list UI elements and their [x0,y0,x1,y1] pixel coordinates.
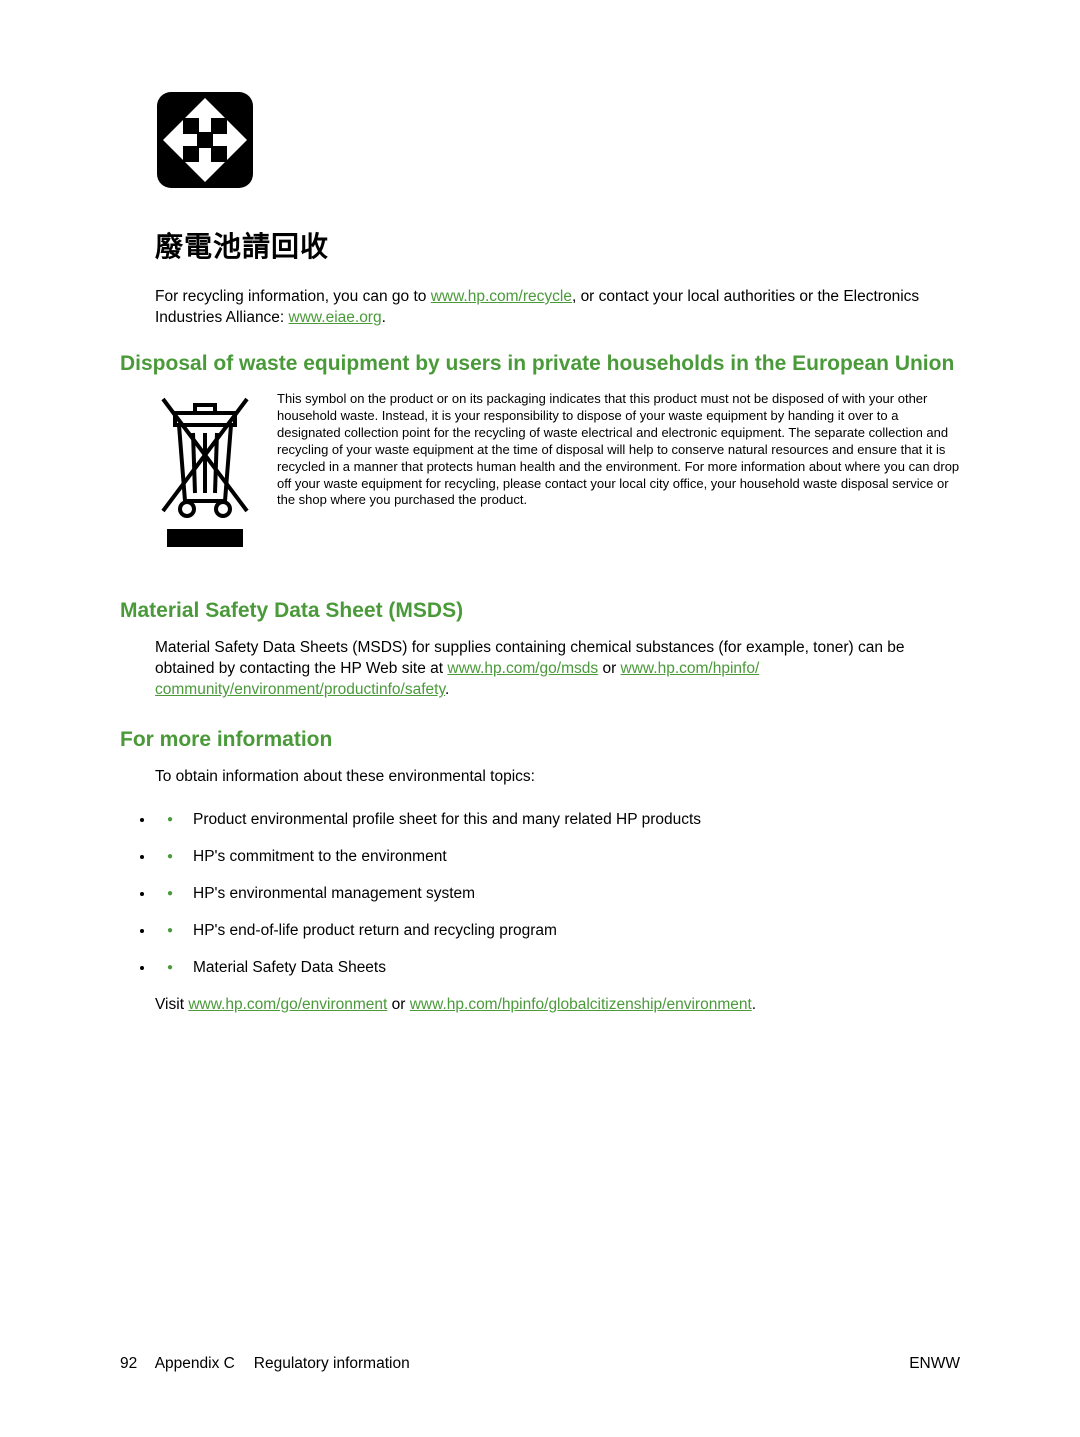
msds-heading: Material Safety Data Sheet (MSDS) [120,598,960,624]
hp-recycle-link[interactable]: www.hp.com/recycle [431,288,572,305]
footer-left: 92 Appendix C Regulatory information [120,1355,410,1373]
msds-paragraph: Material Safety Data Sheets (MSDS) for s… [155,638,960,701]
appendix-label: Appendix C [155,1355,235,1372]
eu-disposal-block: This symbol on the product or on its pac… [155,391,960,556]
text-segment: . [445,681,449,698]
list-item: HP's commitment to the environment [155,847,960,868]
more-info-intro: To obtain information about these enviro… [155,767,960,788]
text-segment: For recycling information, you can go to [155,288,431,305]
recycling-info-paragraph: For recycling information, you can go to… [155,287,960,329]
battery-recycle-title-zh: 廢電池請回收 [155,225,960,265]
environmental-topics-list: Product environmental profile sheet for … [155,810,960,979]
text-segment: or [387,996,409,1013]
eiae-link[interactable]: www.eiae.org [289,309,382,326]
text-segment: . [382,309,386,326]
hp-msds-link[interactable]: www.hp.com/go/msds [447,660,598,677]
list-item: Material Safety Data Sheets [155,958,960,979]
page-footer: 92 Appendix C Regulatory information ENW… [120,1355,960,1373]
more-info-heading: For more information [120,727,960,753]
hp-globalcitizenship-link[interactable]: www.hp.com/hpinfo/globalcitizenship/envi… [410,996,752,1013]
hp-safety-link-part1[interactable]: www.hp.com/hpinfo/ [621,660,760,677]
eu-disposal-text: This symbol on the product or on its pac… [277,391,960,509]
recycle-swap-icon [155,90,960,195]
list-item: HP's environmental management system [155,884,960,905]
page-number: 92 [120,1355,137,1372]
text-segment: or [598,660,620,677]
list-item: Product environmental profile sheet for … [155,810,960,831]
footer-right: ENWW [909,1355,960,1373]
text-segment: . [752,996,756,1013]
hp-environment-link[interactable]: www.hp.com/go/environment [188,996,387,1013]
visit-links-paragraph: Visit www.hp.com/go/environment or www.h… [155,995,960,1016]
document-page: 廢電池請回收 For recycling information, you ca… [0,0,1080,1437]
weee-bin-icon [155,391,255,556]
appendix-title: Regulatory information [254,1355,410,1372]
list-item: HP's end-of-life product return and recy… [155,921,960,942]
text-segment: Visit [155,996,188,1013]
eu-disposal-heading: Disposal of waste equipment by users in … [120,351,960,377]
hp-safety-link-part2[interactable]: community/environment/productinfo/safety [155,681,445,698]
